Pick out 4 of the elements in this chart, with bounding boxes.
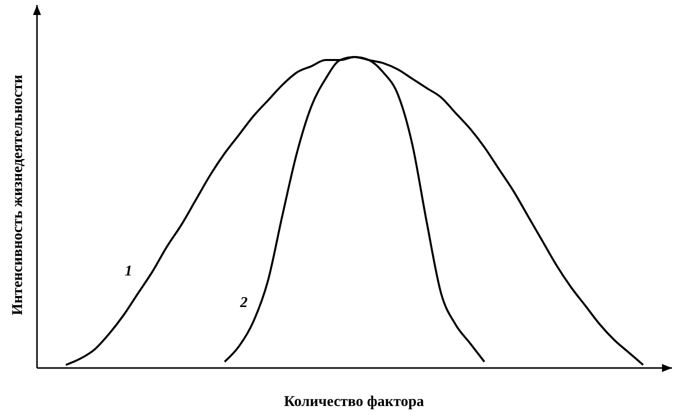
series-label: 1 bbox=[124, 264, 132, 280]
y-axis-title: Интенсивность жизнедеятельности bbox=[10, 74, 26, 316]
x-axis-title: Количество фактора bbox=[284, 394, 425, 410]
series-label: 2 bbox=[239, 294, 248, 311]
